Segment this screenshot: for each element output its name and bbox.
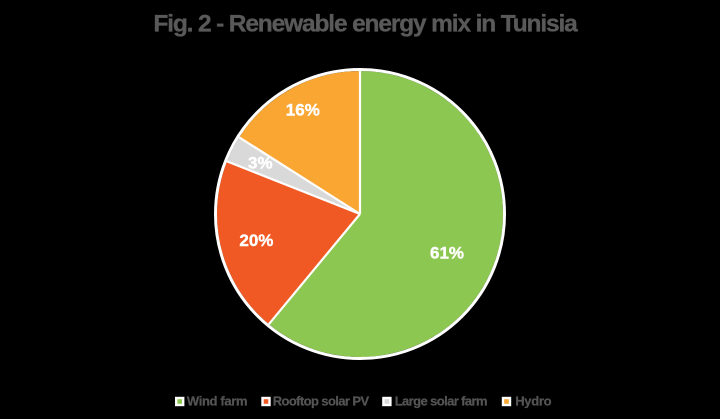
svg-text:61%: 61% xyxy=(430,243,464,262)
svg-text:Large solar farm: Large solar farm xyxy=(395,394,487,409)
svg-text:Rooftop solar PV: Rooftop solar PV xyxy=(273,394,370,409)
svg-text:Fig. 2 - Renewable energy mix: Fig. 2 - Renewable energy mix in Tunisia xyxy=(153,11,578,38)
svg-text:Hydro: Hydro xyxy=(515,394,551,409)
svg-text:16%: 16% xyxy=(286,100,320,119)
svg-text:Wind farm: Wind farm xyxy=(187,394,247,409)
svg-text:20%: 20% xyxy=(239,231,273,250)
svg-text:3%: 3% xyxy=(248,153,273,172)
